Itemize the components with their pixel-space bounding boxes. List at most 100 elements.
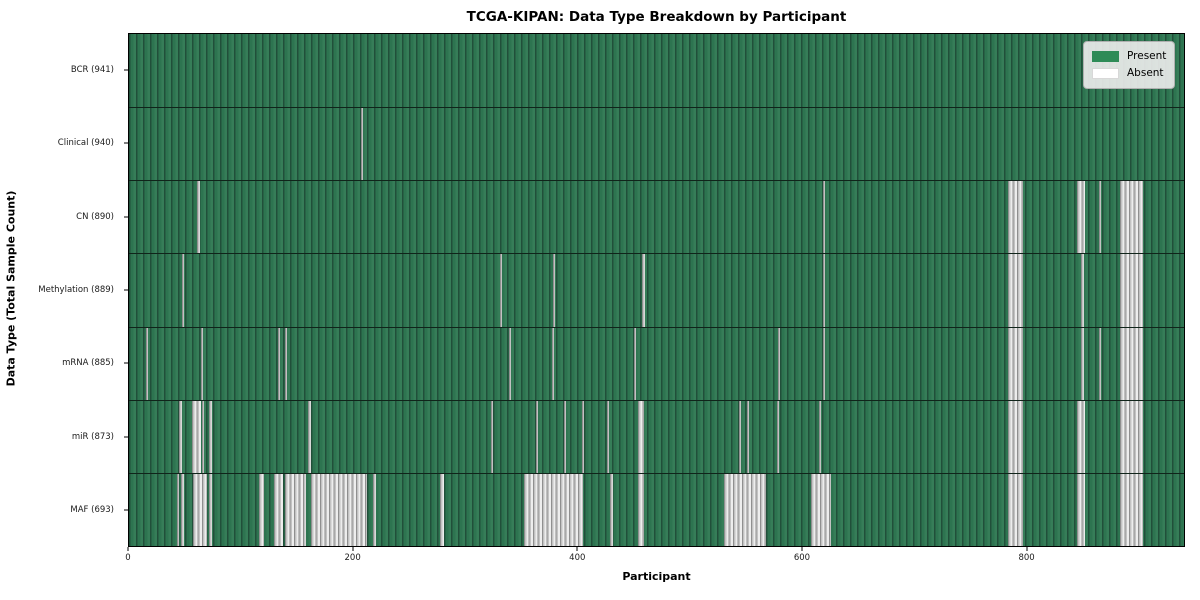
x-tick-mark	[1026, 547, 1028, 551]
x-tick-label: 200	[344, 553, 361, 563]
heatmap-row-maf	[129, 472, 1184, 546]
absent-stripe	[1077, 399, 1086, 473]
absent-stripe	[1007, 326, 1023, 400]
y-tick-label: Clinical (940)	[57, 138, 114, 149]
legend-label: Absent	[1127, 67, 1164, 79]
absent-stripe	[181, 253, 184, 327]
y-tick-label: MAF (693)	[70, 505, 114, 516]
plot-area: Present Absent	[128, 33, 1185, 547]
absent-stripe	[273, 472, 283, 546]
absent-stripe	[1120, 253, 1143, 327]
x-tick-label: 0	[125, 553, 131, 563]
heatmap-rows	[129, 34, 1184, 546]
absent-stripe	[1098, 180, 1102, 254]
y-tick-label: mRNA (885)	[62, 358, 114, 369]
absent-stripe	[1098, 326, 1102, 400]
x-tick-mark	[801, 547, 803, 551]
row-separator	[129, 180, 1184, 182]
y-tick-mark	[124, 436, 128, 438]
absent-stripe	[491, 399, 494, 473]
absent-stripe	[1077, 472, 1086, 546]
y-tick-mark	[124, 142, 128, 144]
absent-stripe	[523, 472, 584, 546]
absent-stripe	[1007, 399, 1023, 473]
row-separator	[129, 326, 1184, 328]
y-tick-mark	[124, 509, 128, 511]
x-tick-label: 400	[569, 553, 586, 563]
y-tick-label: Methylation (889)	[38, 285, 114, 295]
x-axis: 0 200 400 600 800	[125, 547, 1185, 569]
row-separator	[129, 107, 1184, 109]
absent-stripe	[361, 107, 364, 181]
heatmap-row-mrna	[129, 326, 1184, 400]
absent-stripe	[373, 472, 376, 546]
absent-stripe	[822, 180, 826, 254]
y-tick-mark	[124, 69, 128, 71]
absent-stripe	[638, 472, 644, 546]
heatmap-row-cn	[129, 180, 1184, 254]
absent-stripe	[1120, 180, 1143, 254]
absent-stripe	[197, 180, 200, 254]
row-separator	[129, 472, 1184, 474]
absent-stripe	[500, 253, 503, 327]
absent-stripe	[1120, 472, 1143, 546]
absent-stripe	[200, 326, 203, 400]
absent-stripe	[1007, 253, 1023, 327]
absent-stripe	[638, 399, 644, 473]
absent-stripe	[564, 399, 567, 473]
x-tick-label: 800	[1018, 553, 1035, 563]
absent-stripe	[535, 399, 539, 473]
absent-stripe	[284, 472, 307, 546]
absent-stripe	[1007, 180, 1023, 254]
legend-item-absent: Absent	[1092, 65, 1166, 82]
row-separator	[129, 253, 1184, 255]
absent-stripe	[439, 472, 445, 546]
absent-stripe	[822, 253, 826, 327]
y-tick-mark	[124, 362, 128, 364]
absent-stripe	[509, 326, 512, 400]
x-tick-mark	[576, 547, 578, 551]
absent-swatch-icon	[1092, 68, 1119, 79]
x-tick-mark	[127, 547, 129, 551]
absent-stripe	[738, 399, 742, 473]
absent-stripe	[191, 399, 201, 473]
absent-stripe	[1120, 399, 1143, 473]
absent-stripe	[810, 472, 831, 546]
absent-stripe	[822, 326, 826, 400]
y-tick-label: BCR (941)	[70, 64, 114, 75]
absent-stripe	[201, 399, 205, 473]
legend: Present Absent	[1083, 41, 1175, 89]
y-tick-label: miR (873)	[71, 431, 114, 442]
x-tick-mark	[352, 547, 354, 551]
absent-stripe	[278, 326, 281, 400]
absent-stripe	[208, 472, 212, 546]
absent-stripe	[581, 399, 585, 473]
absent-stripe	[208, 399, 212, 473]
y-tick-mark	[124, 289, 128, 291]
absent-stripe	[642, 253, 645, 327]
absent-stripe	[284, 326, 288, 400]
absent-stripe	[778, 326, 781, 400]
x-tick-label: 600	[793, 553, 811, 563]
absent-stripe	[1120, 326, 1143, 400]
absent-stripe	[308, 399, 311, 473]
legend-label: Present	[1127, 50, 1167, 62]
absent-stripe	[180, 472, 184, 546]
y-axis: BCR (941) Clinical (940) CN (890) Methylati…	[0, 33, 128, 547]
absent-stripe	[818, 399, 821, 473]
heatmap-row-methylation	[129, 253, 1184, 327]
y-tick-mark	[124, 216, 128, 218]
absent-stripe	[633, 326, 636, 400]
absent-stripe	[1007, 472, 1023, 546]
absent-stripe	[1080, 326, 1085, 400]
absent-stripe	[552, 253, 556, 327]
heatmap-row-mir	[129, 399, 1184, 473]
chart-title: TCGA-KIPAN: Data Type Breakdown by Parti…	[466, 9, 847, 25]
absent-stripe	[192, 472, 208, 546]
heatmap-row-bcr	[129, 34, 1184, 108]
absent-stripe	[177, 472, 180, 546]
legend-item-present: Present	[1092, 48, 1166, 65]
absent-stripe	[310, 472, 367, 546]
absent-stripe	[179, 399, 182, 473]
